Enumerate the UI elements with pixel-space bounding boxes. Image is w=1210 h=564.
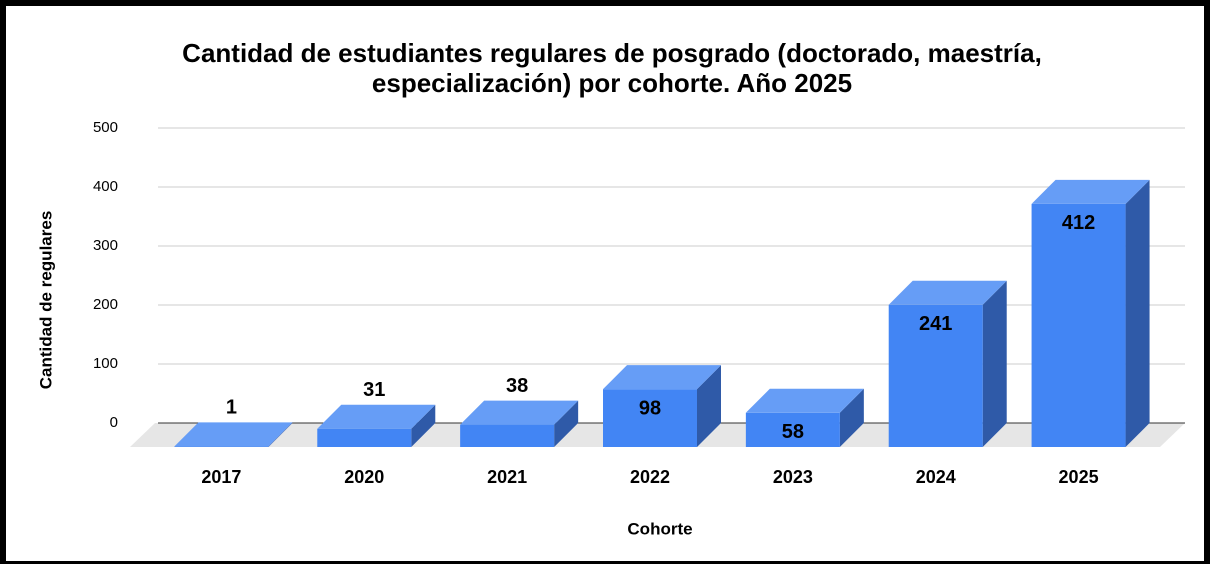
bar-top [1031,179,1150,204]
x-axis-label: Cohorte [627,519,692,538]
value-label: 241 [919,313,952,335]
bar-side [554,400,579,447]
x-tick-label: 2022 [630,467,670,487]
bar [745,412,840,447]
y-axis-label: Cantidad de regulares [36,211,55,390]
x-tick-label: 2021 [487,467,527,487]
bar-side [982,280,1007,447]
chart-title: especialización) por cohorte. Año 2025 [372,68,852,98]
bar-top [174,422,293,447]
x-tick-label: 2024 [916,467,956,487]
bar [317,428,412,447]
x-tick-label: 2023 [773,467,813,487]
bar-side [839,388,864,447]
bar [888,304,983,447]
x-tick-label: 2025 [1059,467,1099,487]
bar-top [603,365,721,390]
bar [460,424,555,447]
chart-title: Cantidad de estudiantes regulares de pos… [182,38,1042,68]
value-label: 31 [363,379,385,401]
bar-top [460,400,579,425]
y-tick-label: 200 [93,296,118,313]
value-label: 58 [782,421,804,443]
bar-side [1125,179,1150,448]
bar-side [268,422,293,447]
bar-top [745,388,864,413]
x-tick-label: 2020 [344,467,384,487]
value-label: 412 [1062,212,1095,234]
y-tick-label: 500 [93,119,118,136]
y-tick-label: 300 [93,237,118,254]
bar-side [697,365,721,447]
y-tick-label: 0 [110,414,118,431]
bar [603,389,697,447]
value-label: 1 [226,397,237,419]
value-label: 38 [506,375,528,397]
y-tick-label: 400 [93,178,118,195]
bar [1031,203,1126,447]
bar [174,446,269,447]
bar-top [888,280,1007,305]
bar-top [317,404,436,429]
bar-side [411,404,436,447]
y-tick-label: 100 [93,355,118,372]
value-label: 98 [639,397,661,419]
x-tick-label: 2017 [201,467,241,487]
